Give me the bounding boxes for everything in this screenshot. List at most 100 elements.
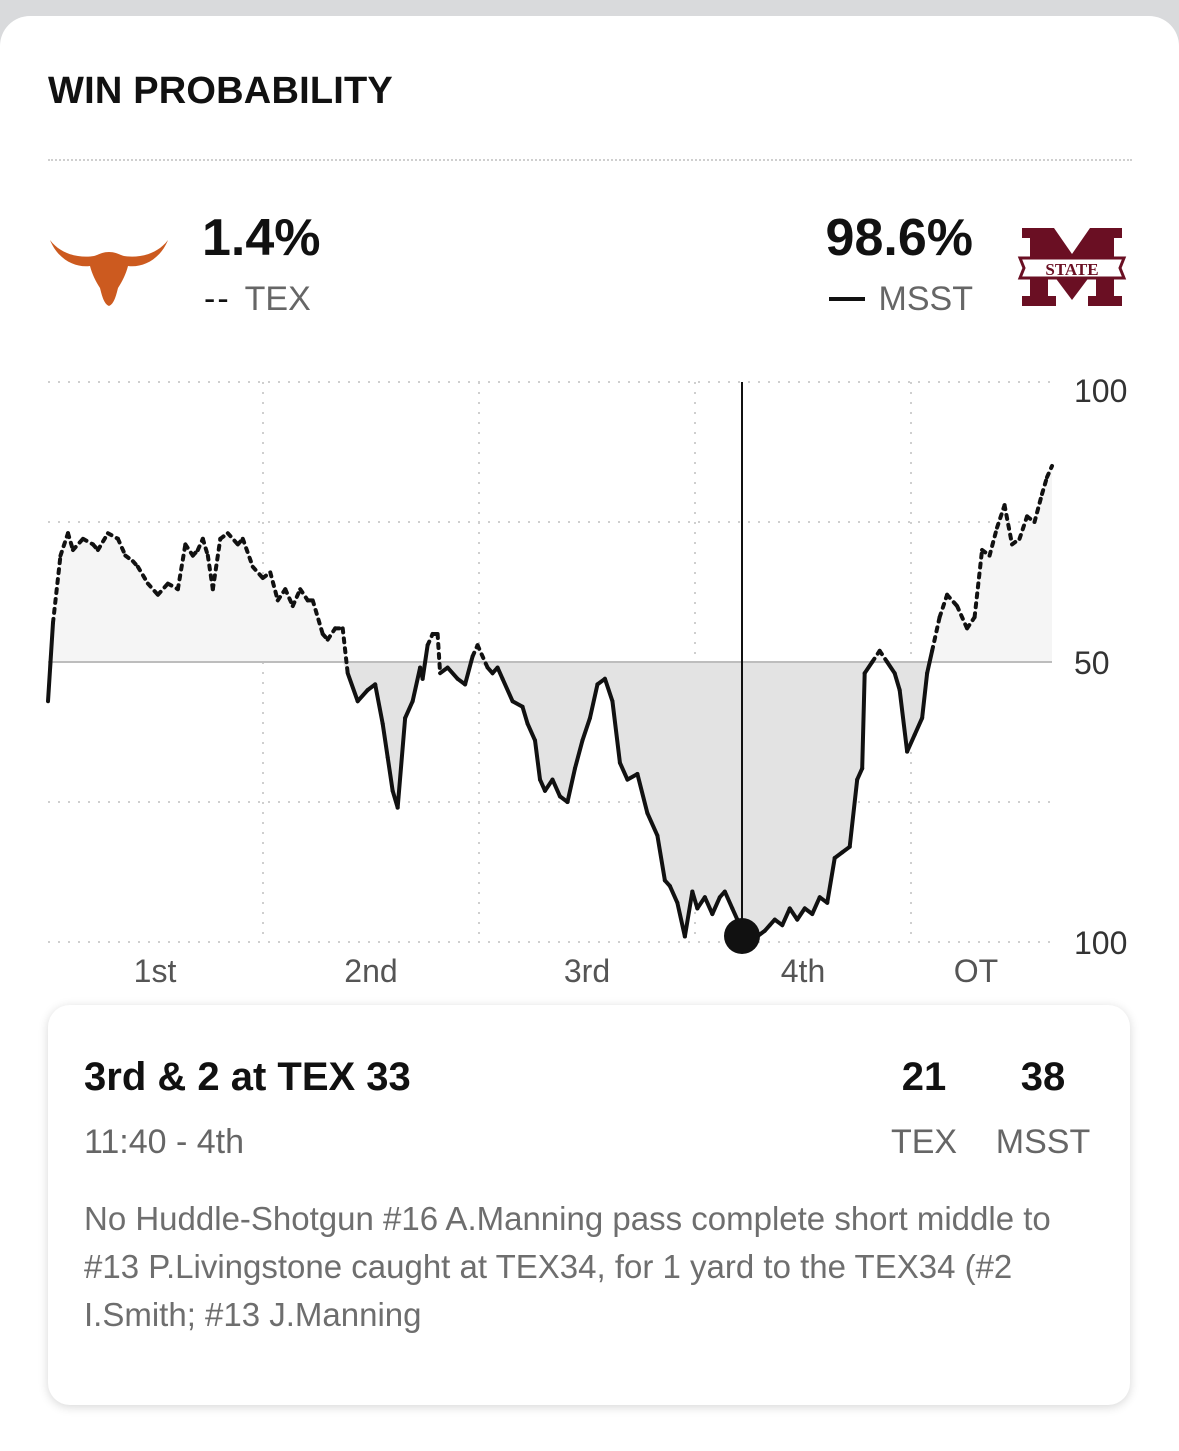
tex-abbr: TEX: [890, 1123, 958, 1161]
tex-line-segment: [95, 531, 110, 552]
down-distance: 3rd & 2 at TEX 33: [84, 1055, 411, 1099]
tex-line-segment: [210, 536, 223, 592]
tex-legend-label: TEX: [244, 280, 311, 318]
tex-line-segment: [283, 587, 295, 608]
msst-line-segment: [722, 889, 735, 911]
tex-line-segment: [325, 626, 338, 642]
msst-favored-area: [48, 662, 1052, 942]
msst-line-segment: [645, 811, 660, 838]
msst-line-segment: [46, 620, 55, 704]
msst-line-segment: [617, 760, 630, 782]
msst-score: 38: [1020, 1055, 1066, 1099]
msst-line-segment: [520, 704, 530, 726]
tex-line-segment: [930, 615, 942, 653]
tex-win-pct: 1.4%: [202, 209, 321, 267]
tex-line-segment: [90, 542, 100, 552]
tex-line-segment: [190, 548, 200, 558]
tex-line-segment: [50, 553, 63, 625]
msst-line-segment: [825, 856, 837, 905]
x-label-ot: OT: [954, 953, 998, 989]
tex-line-segment: [218, 531, 230, 541]
tex-line-segment: [1045, 464, 1054, 480]
tex-line-segment: [65, 531, 75, 552]
msst-line-segment: [667, 884, 680, 905]
tex-line-segment: [155, 581, 170, 597]
msst-line-segment: [380, 721, 390, 760]
solid-line-key: [828, 297, 865, 301]
msst-line-segment: [897, 688, 910, 754]
msst-line-segment: [730, 906, 740, 922]
msst-line-segment: [572, 738, 585, 771]
msst-line-segment: [885, 660, 897, 676]
msst-line-segment: [925, 648, 935, 676]
msst-line-segment: [587, 682, 600, 720]
tex-line-segment: [240, 536, 255, 569]
msst-line-segment: [787, 906, 800, 922]
msst-line-segment: [635, 772, 650, 816]
tex-line-segment: [115, 536, 128, 558]
tex-line-segment: [200, 536, 210, 558]
msst-legend-label: MSST: [878, 280, 973, 318]
play-description: No Huddle-Shotgun #16 A.Manning pass com…: [84, 1200, 1051, 1333]
msst-line-segment: [702, 895, 715, 916]
msst-line-segment: [420, 643, 430, 681]
tex-line-segment: [870, 648, 882, 664]
y-tick-bottom: 100: [1074, 925, 1127, 961]
tex-line-segment: [1002, 503, 1015, 547]
tex-favored-area: [48, 466, 1052, 662]
msst-line-segment: [795, 906, 807, 922]
probability-area: [48, 466, 1052, 942]
tex-legend: -- TEX: [204, 282, 311, 316]
tex-line-segment: [70, 536, 85, 552]
tex-line-segment: [268, 570, 280, 603]
msst-line-segment: [655, 833, 667, 883]
msst-line-segment: [373, 682, 385, 726]
msst-line-segment: [410, 665, 423, 704]
tex-line-segment: [980, 548, 992, 558]
msst-line-segment: [862, 660, 875, 676]
tex-line-segment: [1025, 514, 1037, 524]
msst-line-segment: [905, 732, 917, 754]
tex-line-segment: [320, 632, 330, 642]
msst-state-logo: STATE: [1017, 228, 1127, 306]
tex-line-segment: [1032, 492, 1045, 524]
tex-line-segment: [225, 531, 240, 547]
msst-line-segment: [710, 895, 722, 916]
tex-line-segment: [235, 536, 245, 547]
tex-line-segment: [205, 553, 215, 592]
win-probability-chart: 100 50 100 1st 2nd 3rd 4th OT: [46, 373, 1127, 989]
play-detail-card[interactable]: 3rd & 2 at TEX 33 11:40 - 4th 21 TEX 38 …: [48, 1005, 1130, 1405]
msst-line-segment: [550, 777, 562, 799]
current-play-marker[interactable]: [724, 918, 760, 954]
tex-line-segment: [290, 587, 303, 608]
msst-line-segment: [892, 671, 902, 692]
tex-line-segment: [955, 604, 970, 631]
msst-line-segment: [463, 654, 475, 687]
tex-line-segment: [260, 570, 273, 580]
msst-win-pct: 98.6%: [825, 209, 973, 267]
x-label-4th: 4th: [781, 953, 825, 989]
msst-line-segment: [912, 716, 925, 737]
tex-line-segment: [987, 525, 1000, 558]
tex-line-segment: [145, 581, 160, 597]
msst-line-segment: [675, 900, 687, 939]
msst-line-segment: [847, 777, 860, 849]
tex-line-segment: [425, 632, 435, 648]
msst-line-segment: [810, 895, 822, 916]
x-label-1st: 1st: [134, 953, 177, 989]
tex-line-segment: [123, 553, 135, 564]
msst-line-segment: [580, 716, 592, 743]
tex-line-segment: [1010, 536, 1022, 547]
msst-line-segment: [920, 671, 930, 720]
msst-line-segment: [385, 755, 395, 793]
tex-line-segment: [877, 648, 890, 664]
msst-line-segment: [395, 716, 408, 810]
msst-line-segment: [445, 665, 460, 681]
msst-line-segment: [565, 766, 577, 804]
msst-line-segment: [855, 766, 865, 782]
msst-line-segment: [345, 671, 360, 704]
tex-line-segment: [475, 643, 490, 670]
tex-line-segment: [1040, 475, 1050, 496]
tex-line-segment: [175, 542, 188, 592]
msst-line-segment: [525, 721, 538, 743]
